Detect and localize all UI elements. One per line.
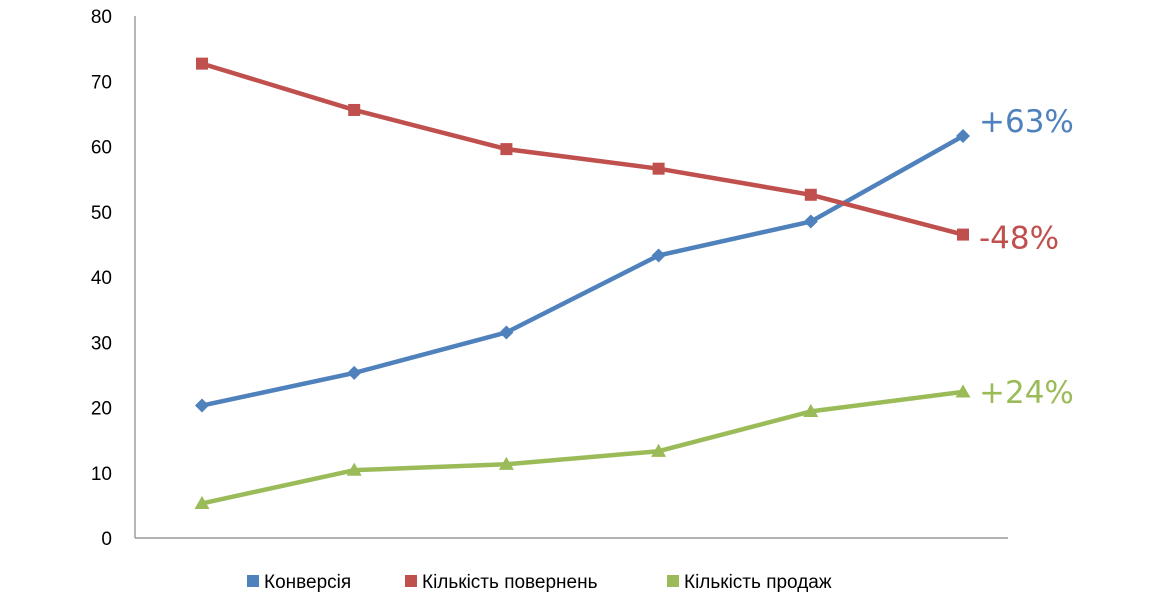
legend-item: Конверсія — [247, 572, 351, 593]
legend-swatch — [667, 575, 679, 587]
data-point — [803, 214, 818, 229]
end-label: +24% — [979, 375, 1074, 411]
legend-swatch — [405, 575, 417, 587]
data-point — [498, 456, 514, 470]
series-2 — [196, 57, 969, 241]
end-label: -48% — [979, 221, 1059, 257]
series-lines — [194, 57, 971, 510]
y-tick-label: 10 — [91, 464, 112, 485]
y-tick-label: 40 — [91, 268, 112, 289]
data-point — [651, 248, 666, 263]
data-point — [955, 384, 971, 398]
legend-label: Кількість повернень — [422, 572, 598, 593]
legend: Конверсія Кількість повернень Кількість пр… — [247, 572, 832, 593]
legend-label: Конверсія — [264, 572, 351, 593]
axes — [134, 16, 1008, 539]
data-point — [651, 443, 667, 457]
y-tick-label: 30 — [91, 333, 112, 354]
legend-item: Кількість повернень — [405, 572, 598, 593]
data-point — [957, 228, 969, 241]
series-line — [199, 61, 966, 237]
data-point — [500, 143, 513, 156]
legend-swatch — [247, 575, 259, 587]
data-point — [348, 103, 361, 116]
series-1 — [195, 129, 970, 413]
end-labels: +63% -48% +24% — [979, 104, 1074, 411]
series-line — [199, 133, 966, 408]
data-point — [347, 365, 362, 380]
series-line — [199, 389, 966, 506]
data-point — [804, 188, 817, 201]
data-point — [346, 462, 362, 476]
data-point — [499, 325, 514, 340]
data-point — [652, 162, 665, 175]
y-tick-label: 60 — [91, 138, 112, 159]
y-tick-label: 20 — [91, 399, 112, 420]
y-tick-label: 50 — [91, 203, 112, 224]
y-tick-label: 70 — [91, 72, 112, 93]
data-point — [803, 403, 819, 418]
data-point — [194, 495, 210, 510]
data-point — [195, 398, 209, 413]
y-tick-labels: 0 10 20 30 40 50 60 70 80 — [91, 7, 112, 550]
data-point — [196, 57, 208, 70]
legend-label: Кількість продаж — [684, 572, 832, 593]
y-tick-label: 80 — [91, 7, 112, 28]
data-point — [956, 129, 970, 144]
end-label: +63% — [979, 104, 1074, 140]
legend-item: Кількість продаж — [667, 572, 832, 593]
series-3 — [194, 384, 971, 510]
y-tick-label: 0 — [101, 529, 112, 550]
